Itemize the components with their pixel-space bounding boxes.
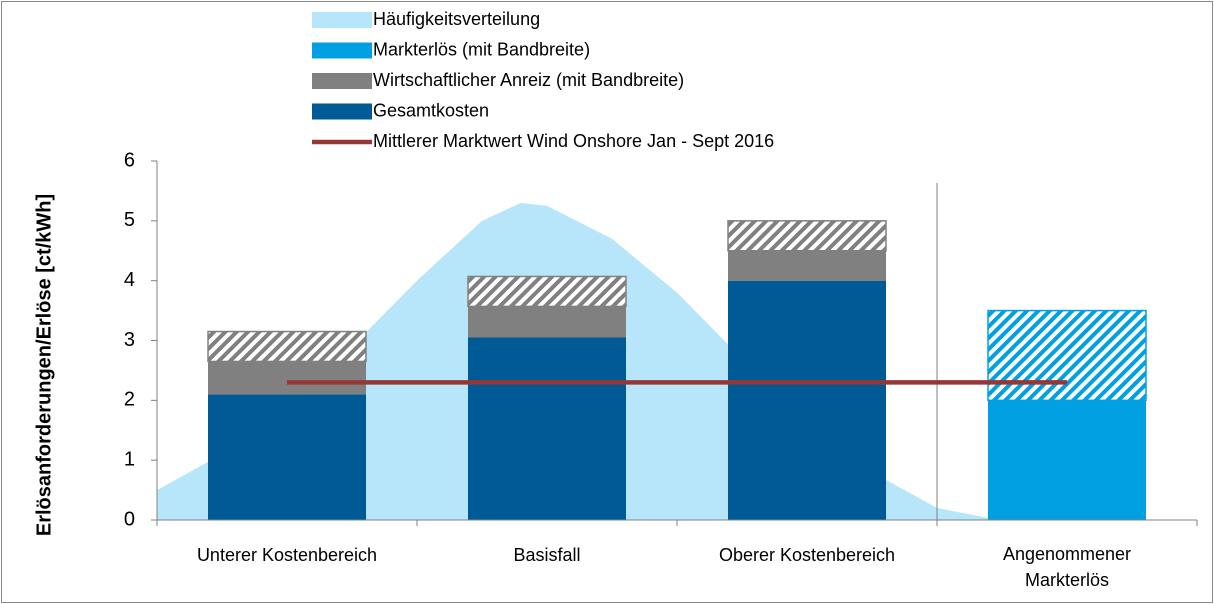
y-tick-label: 0: [124, 508, 135, 530]
bandwidth-segment: [727, 220, 887, 252]
legend-swatch: [312, 73, 372, 89]
bar-segment: [728, 250, 886, 281]
legend-label: Gesamtkosten: [373, 100, 489, 120]
y-tick-label: 3: [124, 329, 135, 351]
bar-segment: [468, 306, 626, 338]
bar-segment: [988, 400, 1146, 520]
bar-segment: [468, 337, 626, 520]
x-tick-label: Oberer Kostenbereich: [718, 545, 896, 565]
legend-swatch: [312, 42, 372, 59]
legend-label: Wirtschaftlicher Anreiz (mit Bandbreite): [373, 70, 684, 90]
bandwidth-segment: [467, 275, 627, 308]
legend-label: Mittlerer Marktwert Wind Onshore Jan - S…: [373, 131, 774, 151]
x-tick-label: Basisfall: [513, 545, 581, 565]
bar-segment: [208, 361, 366, 395]
y-tick-label: 1: [124, 448, 135, 470]
bar-segment: [208, 394, 366, 520]
legend-swatch: [312, 103, 372, 120]
x-tick-label: Unterer Kostenbereich: [196, 545, 378, 565]
y-axis-label: Erlösanforderungen/Erlöse [ct/kWh]: [33, 194, 55, 536]
bandwidth-segment: [207, 330, 367, 363]
bandwidth-segment: [987, 309, 1147, 402]
y-tick-label: 5: [124, 209, 135, 231]
y-tick-label: 6: [124, 149, 135, 171]
legend-swatch: [312, 12, 372, 28]
legend-label: Markterlös (mit Bandbreite): [373, 39, 590, 59]
x-tick-label: Angenommener Markterlös: [1002, 544, 1132, 590]
y-tick-label: 4: [124, 269, 135, 291]
legend-label: Häufigkeitsverteilung: [373, 9, 540, 29]
bar-segment: [728, 280, 886, 520]
y-tick-label: 2: [124, 389, 135, 411]
